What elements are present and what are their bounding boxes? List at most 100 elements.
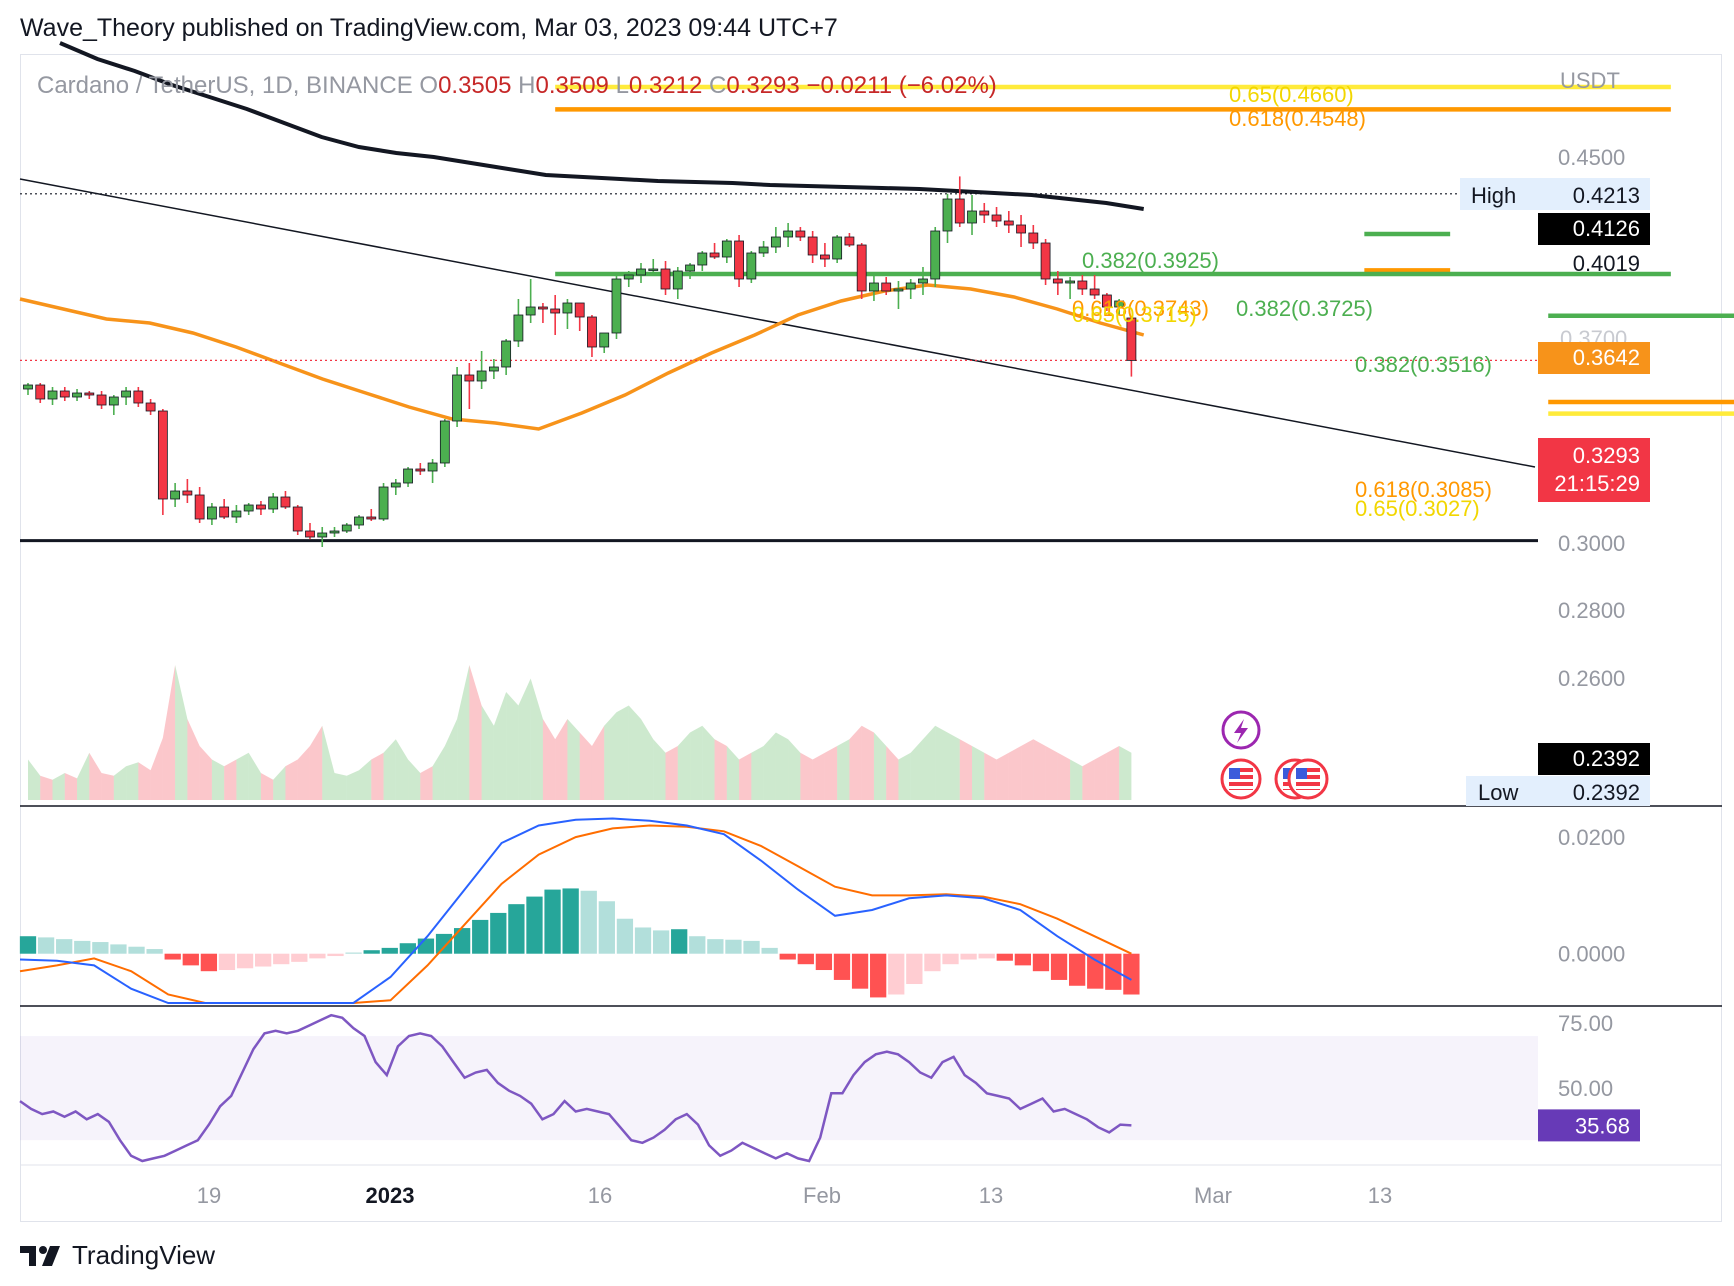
candle-body bbox=[206, 506, 217, 520]
macd-histogram-bar bbox=[725, 939, 742, 954]
macd-histogram-bar bbox=[255, 953, 272, 967]
tradingview-footer[interactable]: TradingView bbox=[20, 1240, 215, 1271]
volume-area bbox=[886, 746, 899, 800]
candle-body bbox=[1016, 224, 1026, 234]
macd-histogram-bar bbox=[453, 928, 471, 954]
candle-body bbox=[415, 468, 426, 472]
volume-area bbox=[714, 739, 727, 800]
volume-area bbox=[628, 705, 641, 800]
macd-histogram-bar bbox=[218, 953, 236, 971]
volume-area bbox=[444, 719, 458, 800]
candle-body bbox=[758, 246, 769, 254]
volume-area bbox=[702, 725, 715, 800]
candle-body bbox=[697, 252, 708, 266]
candle-body bbox=[856, 244, 867, 292]
lightning-event-icon bbox=[1221, 710, 1261, 750]
volume-area bbox=[248, 752, 261, 800]
volume-area bbox=[150, 737, 163, 800]
macd-histogram-bar bbox=[182, 953, 199, 966]
legend-part bbox=[413, 72, 420, 99]
candle-body bbox=[587, 316, 597, 348]
volume-area bbox=[64, 773, 78, 800]
candle-body bbox=[979, 210, 990, 216]
macd-histogram-bar bbox=[472, 919, 489, 954]
ema-badge-bg bbox=[1538, 342, 1650, 374]
time-tick-label: 16 bbox=[588, 1183, 612, 1208]
volume-area bbox=[1106, 746, 1120, 800]
candle-body bbox=[219, 506, 230, 518]
candle-body bbox=[709, 252, 720, 258]
candle-body bbox=[574, 302, 585, 318]
volume-area bbox=[77, 752, 90, 800]
volume-area bbox=[1021, 739, 1034, 800]
volume-area bbox=[591, 725, 605, 800]
candle-body bbox=[783, 230, 794, 238]
candle-body bbox=[721, 240, 732, 258]
macd-histogram-bar bbox=[707, 939, 724, 954]
fib-label: 0.382(0.3725) bbox=[1236, 296, 1373, 321]
ema200-line bbox=[59, 41, 1145, 211]
macd-histogram-bar bbox=[435, 933, 453, 954]
candle-body bbox=[305, 530, 315, 538]
macd-histogram-bar bbox=[1123, 953, 1140, 995]
volume-area bbox=[775, 732, 789, 800]
candle-body bbox=[611, 278, 622, 334]
fib-label: 0.65(0.3027) bbox=[1355, 496, 1480, 521]
volume-area bbox=[665, 746, 678, 800]
rsi-current-value: 35.68 bbox=[1575, 1113, 1630, 1138]
volume-area bbox=[579, 732, 592, 800]
macd-histogram-bar bbox=[1014, 953, 1032, 966]
fib-label: 0.382(0.3925) bbox=[1082, 248, 1219, 273]
volume-area bbox=[40, 775, 53, 800]
rsi-line bbox=[19, 1013, 1132, 1163]
candle-body bbox=[538, 306, 548, 310]
volume-area bbox=[89, 752, 102, 800]
candle-body bbox=[991, 214, 1002, 222]
fib-label: 0.382(0.3516) bbox=[1355, 352, 1492, 377]
macd-histogram-bar bbox=[797, 953, 814, 965]
candle-body bbox=[464, 374, 475, 382]
volume-area bbox=[1008, 746, 1022, 800]
legend-part: −0.0211 (−6.02%) bbox=[806, 72, 996, 99]
candle-body bbox=[108, 396, 119, 406]
candle-body bbox=[452, 374, 463, 422]
volume-area bbox=[812, 752, 825, 800]
volume-area bbox=[297, 746, 310, 800]
volume-area bbox=[273, 766, 286, 800]
candle-body bbox=[194, 494, 205, 520]
volume-area bbox=[285, 759, 298, 800]
candle-body bbox=[280, 496, 291, 508]
candle-body bbox=[47, 390, 58, 400]
volume-area bbox=[346, 770, 360, 800]
macd-histogram-bar bbox=[236, 953, 254, 969]
time-tick-label: 13 bbox=[1368, 1183, 1392, 1208]
macd-histogram-bar bbox=[616, 918, 634, 954]
candle-body bbox=[1003, 220, 1014, 226]
candle-body bbox=[59, 390, 70, 398]
low-label: Low bbox=[1478, 780, 1518, 805]
candle-body bbox=[121, 390, 131, 398]
support-badge: 0.2392 bbox=[1573, 746, 1640, 771]
ema50-line bbox=[19, 283, 1145, 431]
legend-part: 0.3293 bbox=[726, 72, 799, 99]
high-badge-bg bbox=[1460, 178, 1650, 210]
candle-body bbox=[905, 282, 916, 290]
chart-canvas[interactable]: 0.65(0.4660)0.618(0.4548) 0.382(0.3925) 0.… bbox=[0, 0, 1734, 1230]
time-tick-label: Mar bbox=[1194, 1183, 1232, 1208]
fib-label: 0.65(0.3715) bbox=[1072, 302, 1197, 327]
candle-body bbox=[378, 486, 389, 520]
volume-area bbox=[824, 746, 838, 800]
chart-frame bbox=[20, 54, 1722, 1222]
legend-part: 0.3212 bbox=[629, 72, 702, 99]
volume-area bbox=[910, 739, 923, 800]
macd-tick-label: 0.0200 bbox=[1558, 825, 1625, 850]
candle-body bbox=[390, 482, 401, 488]
macd-histogram-bar bbox=[110, 944, 127, 954]
volume-area bbox=[187, 719, 200, 800]
candle-body bbox=[623, 274, 634, 280]
macd-histogram-bar bbox=[634, 927, 652, 954]
volume-area bbox=[162, 665, 176, 800]
candle-body bbox=[1126, 317, 1137, 361]
ohlc-legend: Cardano / TetherUS, 1D, BINANCE O0.3505 … bbox=[37, 72, 997, 99]
candle-body bbox=[930, 230, 941, 280]
